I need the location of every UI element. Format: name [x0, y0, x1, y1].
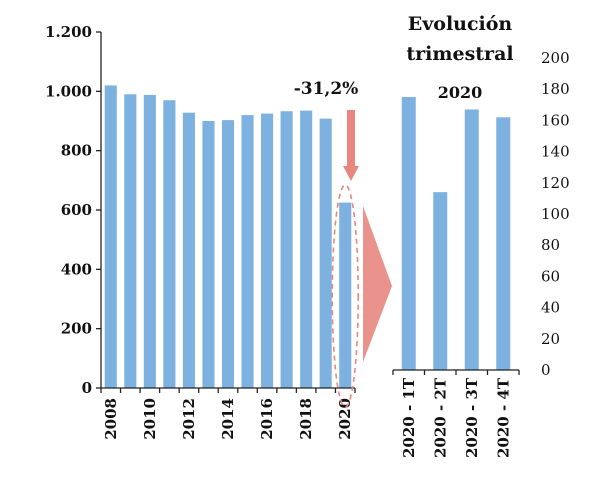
annual-chart: 0 200 400 600 800 1.000 1.200 2008 2010 2012 2014 2… — [45, 23, 360, 440]
y-tick-label: 400 — [61, 260, 92, 278]
bar-2016 — [261, 113, 274, 388]
bar-2011 — [163, 100, 176, 388]
bar-2009 — [124, 94, 137, 389]
bar-2012 — [182, 112, 195, 389]
y-tick-label: 200 — [61, 320, 92, 338]
y-tick-label: 100 — [541, 205, 570, 223]
quarterly-chart: 2020 - 1T 2020 - 2T 2020 - 3T 2020 - 4T 0 20 4… — [392, 13, 570, 458]
x-tick-label: 2020 - 4T — [494, 377, 512, 458]
bar-2010 — [143, 94, 156, 388]
chart-title-line: trimestral — [406, 43, 513, 65]
bar-2008 — [104, 85, 117, 389]
x-tick-label: 2008 — [102, 398, 120, 440]
x-tick-label: 2018 — [297, 398, 315, 440]
y-tick-label: 140 — [541, 143, 570, 161]
bar-2020-4T — [496, 117, 511, 370]
zoom-wedge — [363, 206, 392, 362]
x-tick-label: 2020 - 2T — [431, 377, 449, 458]
y-tick-label: 600 — [61, 201, 92, 219]
highlight-ellipse — [331, 184, 360, 408]
bar-2020 — [339, 202, 352, 388]
y-tick-label: 160 — [541, 111, 570, 129]
y-tick-label: 200 — [541, 49, 570, 67]
bar-2015 — [241, 115, 254, 389]
y-tick-label: 180 — [541, 80, 570, 98]
y-tick-label: 80 — [541, 236, 560, 254]
y-tick-label: 0 — [541, 361, 551, 379]
bar-2020-2T — [433, 192, 448, 370]
change-annotation: -31,2% — [294, 79, 359, 99]
y-tick-label: 800 — [61, 142, 92, 160]
y-tick-label: 60 — [541, 267, 560, 285]
arrow-shaft — [347, 110, 355, 166]
arrow-head — [343, 166, 359, 181]
bar-2017 — [280, 111, 293, 389]
zoom-connector — [343, 110, 392, 362]
bar-2020-1T — [401, 97, 416, 370]
bar-2018 — [300, 110, 313, 388]
y-tick-label: 20 — [541, 330, 560, 348]
x-tick-label: 2020 - 1T — [400, 377, 418, 458]
chart-title-line: Evolución — [408, 13, 513, 35]
x-tick-label: 2012 — [180, 398, 198, 440]
y-tick-label: 120 — [541, 174, 570, 192]
bar-2014 — [221, 120, 235, 389]
y-tick-label: 1.200 — [45, 23, 92, 41]
x-tick-label: 2016 — [258, 398, 276, 440]
y-tick-label: 0 — [82, 379, 92, 397]
chart-subtitle: 2020 — [438, 83, 483, 102]
bar-2020-3T — [464, 109, 479, 370]
x-tick-label: 2014 — [219, 398, 237, 440]
x-tick-label: 2010 — [141, 398, 159, 440]
bar-2019 — [319, 118, 332, 389]
x-tick-label: 2020 - 3T — [463, 377, 481, 458]
bar-2013 — [202, 121, 215, 388]
y-tick-label: 40 — [541, 299, 560, 317]
x-tick-label: 2020 — [336, 398, 354, 440]
y-tick-label: 1.000 — [45, 82, 92, 100]
